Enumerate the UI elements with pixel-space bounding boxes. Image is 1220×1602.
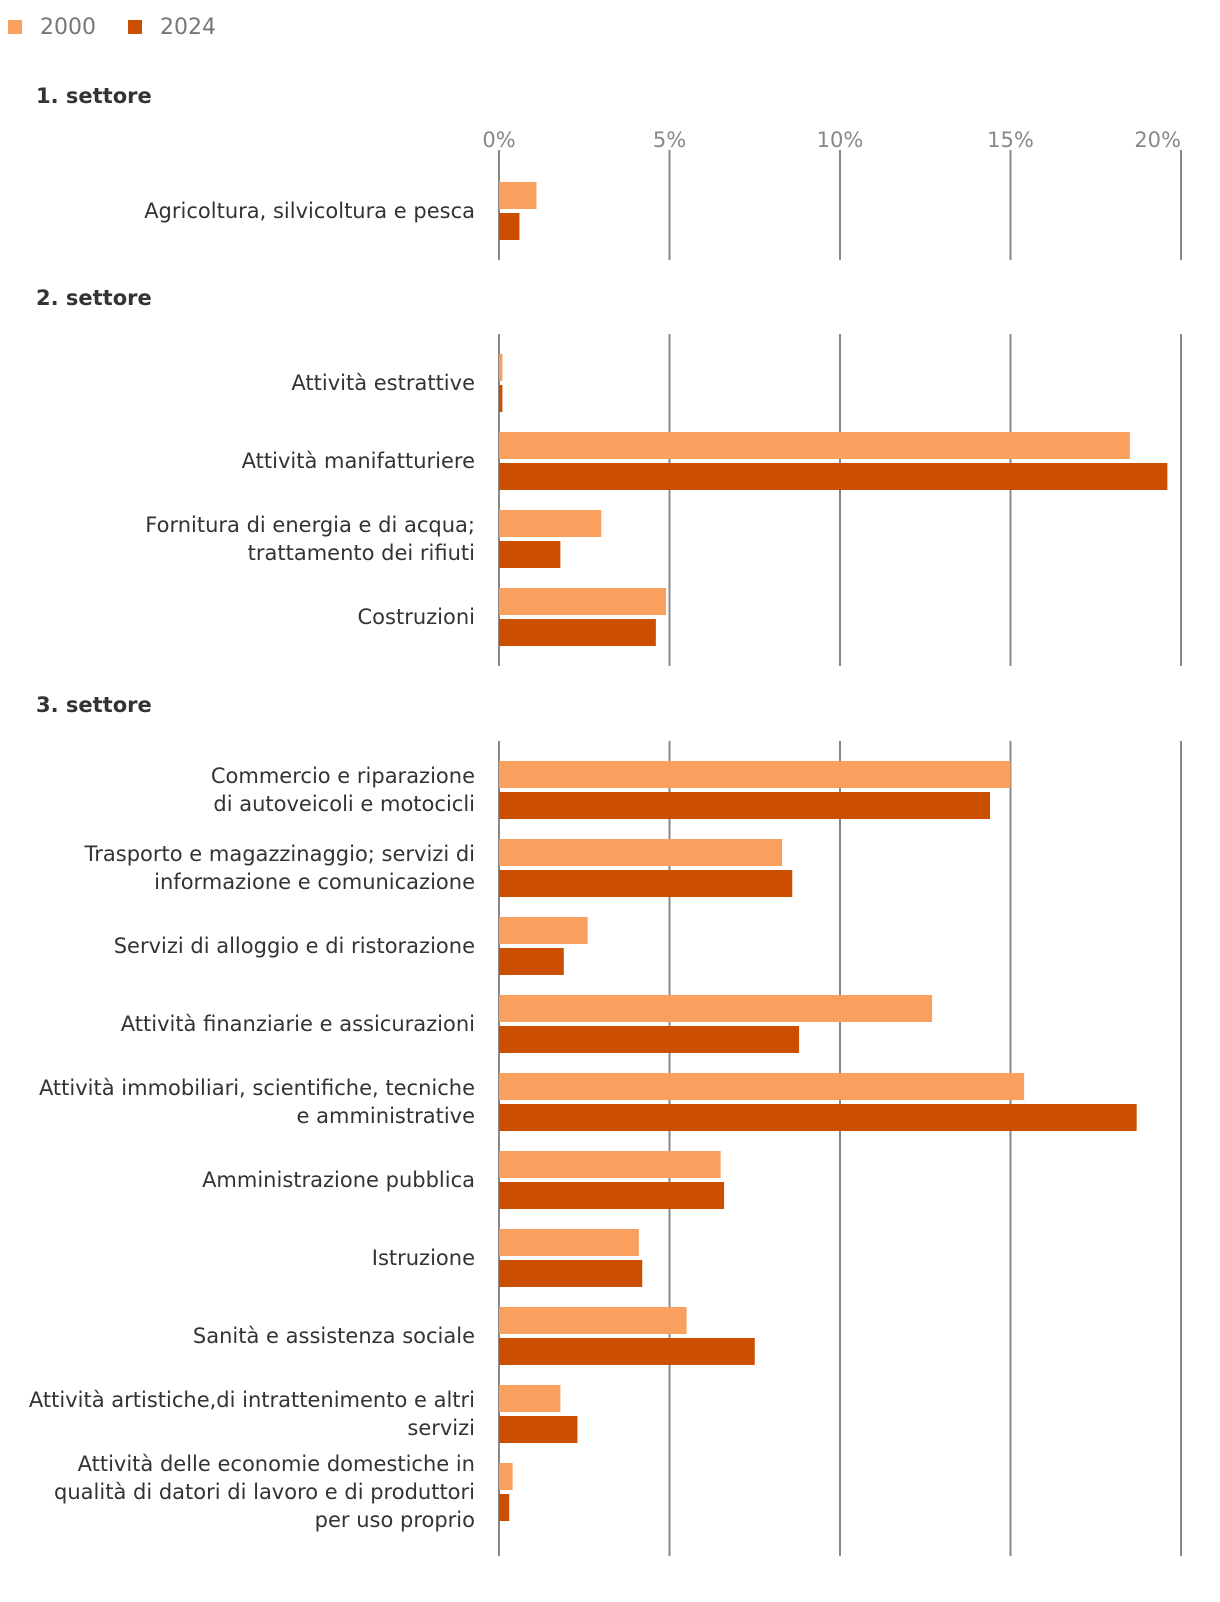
legend-label-2024: 2024	[160, 14, 216, 40]
category-label-s1-c1-line1: Agricoltura, silvicoltura e pesca	[144, 199, 475, 223]
bar-s3-c2-2024	[499, 870, 793, 897]
bar-s3-c5-2024	[499, 1104, 1137, 1131]
bar-s3-c10-2000	[499, 1463, 513, 1490]
tick-label-5: 5%	[653, 128, 686, 152]
bar-s2-c4-2000	[499, 588, 667, 615]
bar-s3-c6-2000	[499, 1151, 721, 1178]
bar-s2-c1-2024	[499, 385, 503, 412]
bar-s3-c4-2000	[499, 995, 933, 1022]
bar-s3-c1-2024	[499, 792, 991, 819]
category-label-s3-c1-line1: Commercio e riparazione	[211, 764, 475, 788]
category-label-s2-c3-line2: trattamento dei rifiuti	[248, 541, 475, 565]
bar-s3-c1-2000	[499, 761, 1011, 788]
category-label-s2-c3-line1: Fornitura di energia e di acqua;	[145, 513, 475, 537]
bar-s3-c7-2000	[499, 1229, 639, 1256]
bar-s3-c9-2000	[499, 1385, 561, 1412]
bar-s2-c2-2000	[499, 432, 1130, 459]
category-label-s2-c4-line1: Costruzioni	[358, 605, 475, 629]
category-label-s2-c2-line1: Attività manifatturiere	[242, 449, 475, 473]
tick-label-15: 15%	[987, 128, 1034, 152]
bar-s3-c7-2024	[499, 1260, 643, 1287]
bar-s3-c2-2000	[499, 839, 783, 866]
bar-s1-c1-2000	[499, 182, 537, 209]
bar-s2-c3-2024	[499, 541, 561, 568]
category-label-s3-c5-line2: e amministrative	[297, 1104, 475, 1128]
category-label-s3-c7-line1: Istruzione	[372, 1246, 475, 1270]
bar-s1-c1-2024	[499, 213, 520, 240]
legend-swatch-2024	[128, 20, 142, 34]
category-label-s3-c10-line2: qualità di datori di lavoro e di produtt…	[54, 1480, 475, 1504]
bar-s3-c10-2024	[499, 1494, 510, 1521]
category-label-s3-c10-line3: per uso proprio	[315, 1508, 475, 1532]
bar-s3-c6-2024	[499, 1182, 725, 1209]
legend-swatch-2000	[8, 20, 22, 34]
section-title-1: 1. settore	[36, 84, 152, 108]
legend-item-2000: 2000	[8, 15, 96, 40]
category-label-s3-c9-line1: Attività artistiche,di intrattenimento e…	[29, 1388, 475, 1412]
bar-s3-c3-2024	[499, 948, 564, 975]
category-label-s3-c4-line1: Attività finanziarie e assicurazioni	[121, 1012, 475, 1036]
bar-s3-c8-2000	[499, 1307, 687, 1334]
legend-item-2024: 2024	[128, 15, 216, 40]
tick-label-20: 20%	[1134, 128, 1181, 152]
bar-s3-c3-2000	[499, 917, 588, 944]
bar-s3-c4-2024	[499, 1026, 800, 1053]
bar-s2-c2-2024	[499, 463, 1168, 490]
legend-label-2000: 2000	[40, 14, 96, 40]
category-label-s3-c3-line1: Servizi di alloggio e di ristorazione	[114, 934, 475, 958]
category-label-s3-c8-line1: Sanità e assistenza sociale	[193, 1324, 475, 1348]
bar-s2-c4-2024	[499, 619, 656, 646]
category-label-s3-c2-line1: Trasporto e magazzinaggio; servizi di	[84, 842, 475, 866]
category-label-s3-c10-line1: Attività delle economie domestiche in	[78, 1452, 475, 1476]
category-label-s3-c2-line2: informazione e comunicazione	[154, 870, 475, 894]
category-label-s3-c5-line1: Attività immobiliari, scientifiche, tecn…	[39, 1076, 475, 1100]
legend: 2000 2024	[8, 12, 248, 42]
bar-s3-c5-2000	[499, 1073, 1025, 1100]
tick-label-0: 0%	[482, 128, 515, 152]
bar-s2-c1-2000	[499, 354, 503, 381]
section-title-3: 3. settore	[36, 693, 152, 717]
category-label-s3-c1-line2: di autoveicoli e motocicli	[213, 792, 475, 816]
category-label-s3-c6-line1: Amministrazione pubblica	[202, 1168, 475, 1192]
bar-s3-c8-2024	[499, 1338, 755, 1365]
section-title-2: 2. settore	[36, 286, 152, 310]
category-label-s3-c9-line2: servizi	[407, 1416, 475, 1440]
category-label-s2-c1-line1: Attività estrattive	[291, 371, 475, 395]
bar-s3-c9-2024	[499, 1416, 578, 1443]
tick-label-10: 10%	[817, 128, 864, 152]
bar-s2-c3-2000	[499, 510, 602, 537]
